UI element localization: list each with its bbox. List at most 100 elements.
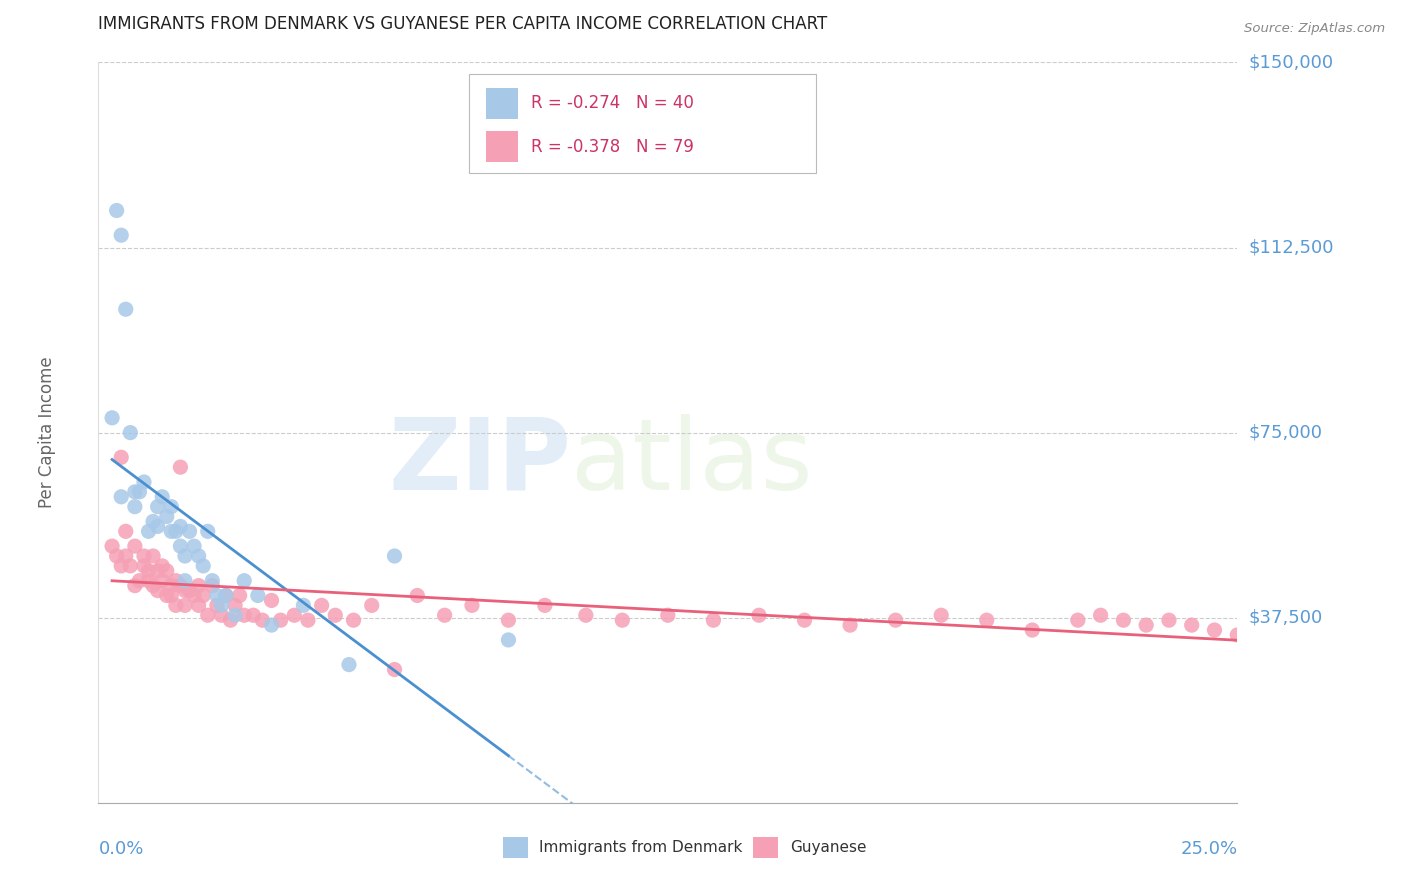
Point bbox=[169, 579, 191, 593]
Point bbox=[201, 579, 224, 593]
Point bbox=[205, 599, 228, 613]
Point bbox=[169, 460, 191, 475]
Point bbox=[160, 589, 183, 603]
Text: R = -0.274   N = 40: R = -0.274 N = 40 bbox=[531, 95, 695, 112]
Point bbox=[1204, 623, 1226, 637]
Text: 0.0%: 0.0% bbox=[98, 840, 143, 858]
Point bbox=[120, 425, 142, 440]
FancyBboxPatch shape bbox=[485, 87, 517, 119]
Point bbox=[534, 599, 557, 613]
Point bbox=[219, 613, 242, 627]
Point bbox=[128, 574, 150, 588]
Point bbox=[1181, 618, 1204, 632]
Point bbox=[105, 203, 128, 218]
Point bbox=[165, 524, 187, 539]
Point bbox=[342, 613, 364, 627]
Point bbox=[165, 599, 187, 613]
Point bbox=[612, 613, 634, 627]
Point bbox=[433, 608, 456, 623]
Point bbox=[169, 519, 191, 533]
Point bbox=[169, 539, 191, 553]
FancyBboxPatch shape bbox=[468, 73, 815, 173]
Point bbox=[1112, 613, 1135, 627]
Point bbox=[1157, 613, 1180, 627]
Point bbox=[138, 564, 160, 578]
Point bbox=[215, 589, 238, 603]
Point bbox=[1090, 608, 1112, 623]
Point bbox=[174, 549, 197, 563]
Point bbox=[183, 539, 205, 553]
Text: IMMIGRANTS FROM DENMARK VS GUYANESE PER CAPITA INCOME CORRELATION CHART: IMMIGRANTS FROM DENMARK VS GUYANESE PER … bbox=[98, 15, 828, 33]
Point bbox=[224, 608, 246, 623]
Point bbox=[132, 549, 155, 563]
Point bbox=[260, 593, 283, 607]
Point bbox=[174, 574, 197, 588]
Point bbox=[292, 599, 315, 613]
Point bbox=[360, 599, 382, 613]
Point bbox=[575, 608, 598, 623]
Point bbox=[124, 500, 146, 514]
Point bbox=[110, 228, 132, 243]
Point bbox=[297, 613, 319, 627]
Point bbox=[215, 589, 238, 603]
Point bbox=[128, 484, 150, 499]
Text: $37,500: $37,500 bbox=[1249, 608, 1323, 627]
Point bbox=[205, 589, 228, 603]
Point bbox=[150, 490, 173, 504]
Text: $112,500: $112,500 bbox=[1249, 238, 1334, 257]
Point bbox=[187, 579, 209, 593]
Point bbox=[1067, 613, 1090, 627]
Point bbox=[146, 564, 169, 578]
Point bbox=[114, 524, 136, 539]
Text: Immigrants from Denmark: Immigrants from Denmark bbox=[538, 840, 742, 855]
Point bbox=[124, 539, 146, 553]
Point bbox=[132, 558, 155, 573]
Point bbox=[142, 549, 165, 563]
Point bbox=[124, 484, 146, 499]
Point bbox=[406, 589, 429, 603]
Point bbox=[160, 579, 183, 593]
Point bbox=[461, 599, 484, 613]
Point bbox=[233, 574, 256, 588]
Point bbox=[110, 558, 132, 573]
Point bbox=[110, 450, 132, 465]
Point bbox=[311, 599, 333, 613]
Text: Source: ZipAtlas.com: Source: ZipAtlas.com bbox=[1244, 22, 1385, 36]
Point bbox=[138, 574, 160, 588]
Point bbox=[179, 524, 201, 539]
Point bbox=[156, 509, 179, 524]
Point bbox=[183, 589, 205, 603]
Point bbox=[174, 599, 197, 613]
Point bbox=[146, 583, 169, 598]
Point bbox=[105, 549, 128, 563]
Point bbox=[260, 618, 283, 632]
Text: atlas: atlas bbox=[571, 414, 813, 511]
Point bbox=[384, 663, 406, 677]
Point bbox=[146, 500, 169, 514]
Point bbox=[150, 574, 173, 588]
Point bbox=[142, 515, 165, 529]
Text: 25.0%: 25.0% bbox=[1180, 840, 1237, 858]
Point bbox=[228, 589, 250, 603]
Point bbox=[187, 599, 209, 613]
Point bbox=[150, 558, 173, 573]
Point bbox=[270, 613, 292, 627]
Point bbox=[179, 583, 201, 598]
Point bbox=[101, 539, 124, 553]
Point bbox=[156, 589, 179, 603]
Point bbox=[138, 524, 160, 539]
Point bbox=[142, 579, 165, 593]
Text: $150,000: $150,000 bbox=[1249, 54, 1333, 71]
Point bbox=[201, 574, 224, 588]
Point bbox=[793, 613, 815, 627]
Point bbox=[323, 608, 346, 623]
Point bbox=[976, 613, 998, 627]
Point bbox=[160, 524, 183, 539]
Point bbox=[337, 657, 360, 672]
Point bbox=[156, 564, 179, 578]
Point bbox=[101, 410, 124, 425]
Point bbox=[209, 599, 232, 613]
Point bbox=[146, 519, 169, 533]
Point bbox=[132, 475, 155, 489]
Point bbox=[702, 613, 724, 627]
